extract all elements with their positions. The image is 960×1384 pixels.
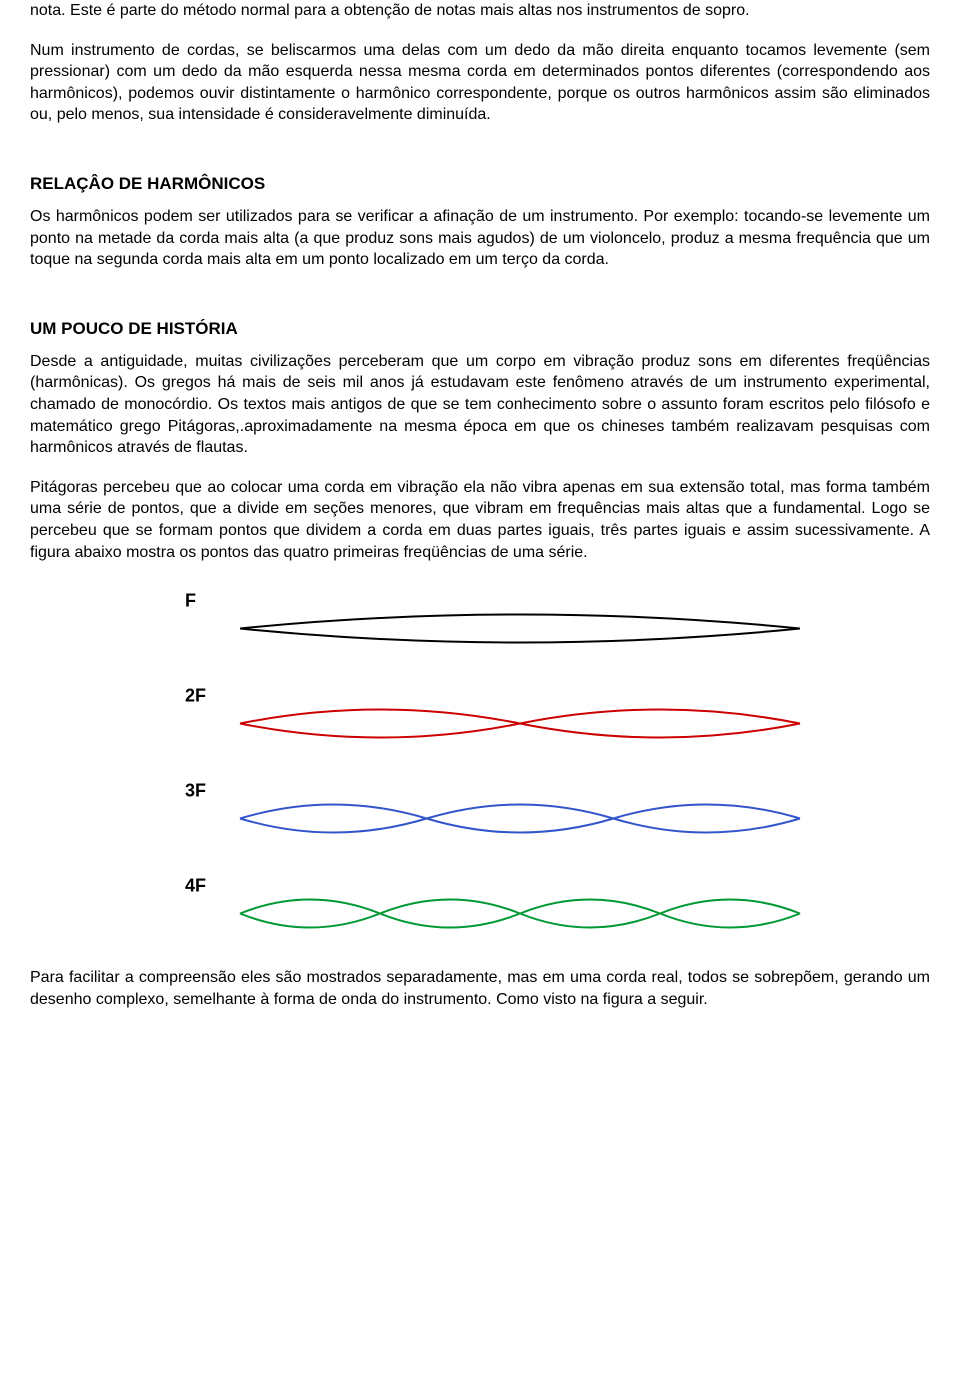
harmonic-lobe xyxy=(380,900,520,928)
harmonic-lobe xyxy=(520,710,800,738)
harmonic-label: 2F xyxy=(185,686,206,706)
paragraph: Os harmônicos podem ser utilizados para … xyxy=(30,206,930,271)
harmonic-lobe xyxy=(240,615,800,643)
paragraph: Pitágoras percebeu que ao colocar uma co… xyxy=(30,477,930,563)
harmonic-lobe xyxy=(240,710,520,738)
section-heading: RELAÇÂO DE HARMÔNICOS xyxy=(30,174,930,194)
harmonic-lobe xyxy=(240,805,427,833)
harmonic-label: 4F xyxy=(185,876,206,896)
paragraph: Num instrumento de cordas, se beliscarmo… xyxy=(30,40,930,126)
paragraph: Para facilitar a compreensão eles são mo… xyxy=(30,967,930,1010)
harmonic-lobe xyxy=(240,900,380,928)
harmonic-lobe xyxy=(660,900,800,928)
harmonic-label: 3F xyxy=(185,781,206,801)
harmonic-lobe xyxy=(613,805,800,833)
harmonic-label: F xyxy=(185,591,196,611)
harmonics-svg: F 2F 3F 4F xyxy=(120,581,840,961)
paragraph: Desde a antiguidade, muitas civilizações… xyxy=(30,351,930,459)
harmonic-lobe xyxy=(427,805,614,833)
harmonic-lobe xyxy=(520,900,660,928)
harmonics-diagram: F 2F 3F 4F xyxy=(30,581,930,961)
section-heading: UM POUCO DE HISTÓRIA xyxy=(30,319,930,339)
paragraph: nota. Este é parte do método normal para… xyxy=(30,0,930,22)
